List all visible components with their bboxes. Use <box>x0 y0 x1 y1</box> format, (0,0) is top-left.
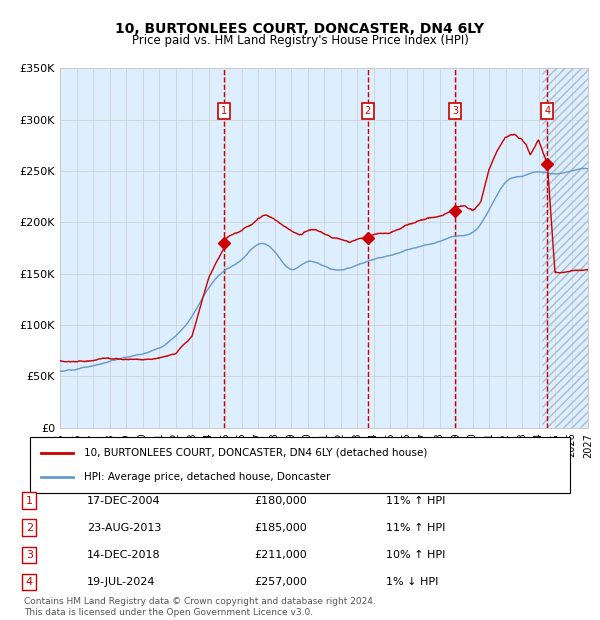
Text: Price paid vs. HM Land Registry's House Price Index (HPI): Price paid vs. HM Land Registry's House … <box>131 34 469 47</box>
Text: 11% ↑ HPI: 11% ↑ HPI <box>386 523 446 533</box>
Text: 14-DEC-2018: 14-DEC-2018 <box>87 550 161 560</box>
Text: 11% ↑ HPI: 11% ↑ HPI <box>386 496 446 506</box>
Text: 4: 4 <box>544 107 550 117</box>
Text: 23-AUG-2013: 23-AUG-2013 <box>87 523 161 533</box>
Text: 2: 2 <box>364 107 371 117</box>
Text: 19-JUL-2024: 19-JUL-2024 <box>87 577 155 587</box>
Text: 1: 1 <box>26 496 33 506</box>
Text: 3: 3 <box>26 550 33 560</box>
Text: 2: 2 <box>26 523 33 533</box>
Text: £185,000: £185,000 <box>254 523 307 533</box>
Text: 4: 4 <box>26 577 33 587</box>
Text: £180,000: £180,000 <box>254 496 307 506</box>
Text: 10, BURTONLEES COURT, DONCASTER, DN4 6LY (detached house): 10, BURTONLEES COURT, DONCASTER, DN4 6LY… <box>84 448 427 458</box>
Text: 10% ↑ HPI: 10% ↑ HPI <box>386 550 446 560</box>
Text: 17-DEC-2004: 17-DEC-2004 <box>87 496 161 506</box>
Text: Contains HM Land Registry data © Crown copyright and database right 2024.
This d: Contains HM Land Registry data © Crown c… <box>24 598 376 617</box>
Text: 3: 3 <box>452 107 458 117</box>
Text: 10, BURTONLEES COURT, DONCASTER, DN4 6LY: 10, BURTONLEES COURT, DONCASTER, DN4 6LY <box>115 22 485 36</box>
Text: HPI: Average price, detached house, Doncaster: HPI: Average price, detached house, Donc… <box>84 472 331 482</box>
Text: £211,000: £211,000 <box>254 550 307 560</box>
FancyBboxPatch shape <box>30 437 570 493</box>
Text: £257,000: £257,000 <box>254 577 307 587</box>
Text: 1: 1 <box>221 107 227 117</box>
Text: 1% ↓ HPI: 1% ↓ HPI <box>386 577 439 587</box>
